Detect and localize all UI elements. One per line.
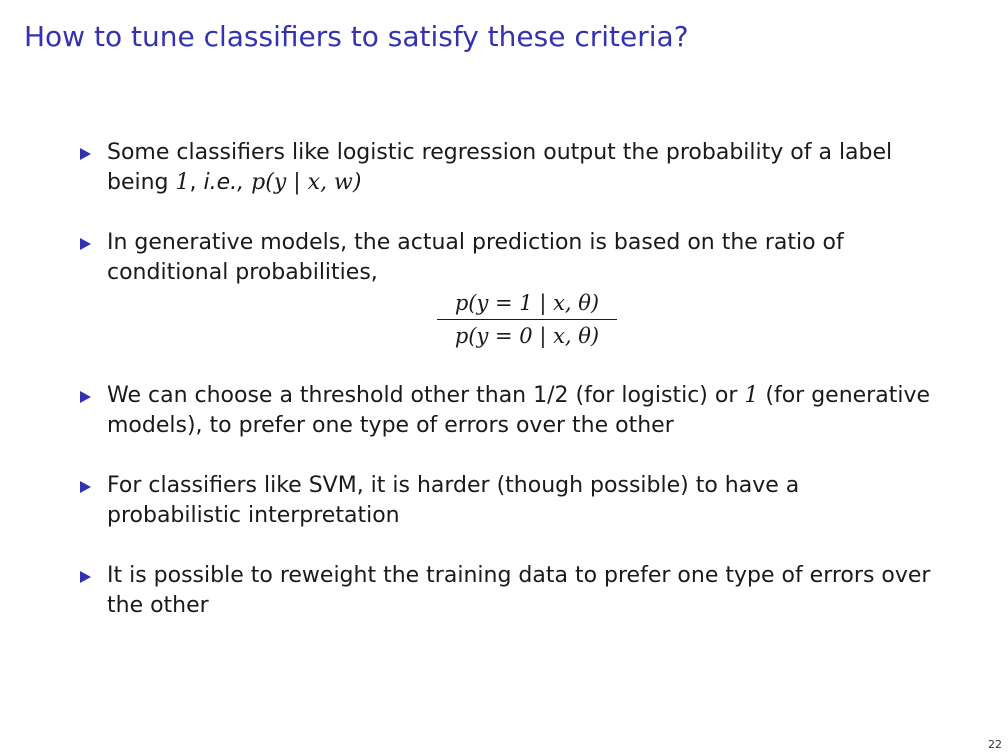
bullet-triangle-icon xyxy=(80,391,91,403)
slide-title: How to tune classifiers to satisfy these… xyxy=(24,20,689,53)
bullet-3-text-after: (for generative models), to prefer one t… xyxy=(107,383,930,438)
bullet-item-3: We can choose a threshold other than 1/2… xyxy=(80,381,940,441)
bullet-1-text: Some classifiers like logistic regressio… xyxy=(107,140,893,195)
bullet-5-text: It is possible to reweight the training … xyxy=(107,563,931,618)
fraction-denominator: p(y = 0 | x, θ) xyxy=(454,324,600,348)
bullet-triangle-icon xyxy=(80,148,91,160)
bullet-triangle-icon xyxy=(80,481,91,493)
bullet-item-2: In generative models, the actual predict… xyxy=(80,228,940,351)
page-number: 22 xyxy=(988,738,1002,751)
bullet-1-ie: i.e., xyxy=(203,170,245,195)
bullet-1-math-one: 1 xyxy=(175,170,190,195)
bullet-1-comma: , xyxy=(189,170,197,195)
bullet-3-math-one: 1 xyxy=(744,383,759,408)
bullet-triangle-icon xyxy=(80,571,91,583)
bullet-item-4: For classifiers like SVM, it is harder (… xyxy=(80,471,940,531)
fraction-numerator: p(y = 1 | x, θ) xyxy=(437,288,617,320)
bullet-item-5: It is possible to reweight the training … xyxy=(80,561,940,621)
bullet-3-text-before: We can choose a threshold other than 1/2… xyxy=(107,383,738,408)
bullet-item-1: Some classifiers like logistic regressio… xyxy=(80,138,940,198)
bullet-1-math-expr: p(y | x, w) xyxy=(251,170,362,195)
bullet-4-text: For classifiers like SVM, it is harder (… xyxy=(107,473,800,528)
bullet-list: Some classifiers like logistic regressio… xyxy=(80,138,940,651)
probability-ratio-fraction: p(y = 1 | x, θ) p(y = 0 | x, θ) xyxy=(437,288,617,351)
bullet-triangle-icon xyxy=(80,238,91,250)
bullet-2-text: In generative models, the actual predict… xyxy=(107,230,844,285)
